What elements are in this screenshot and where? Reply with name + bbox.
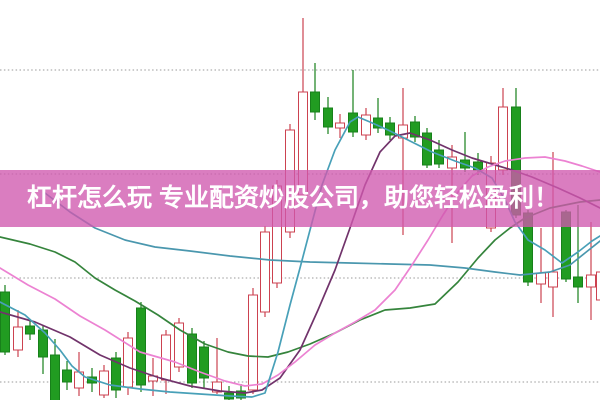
ma-blue-slow <box>44 192 600 276</box>
candle-down <box>111 352 121 398</box>
candle-up <box>123 332 133 395</box>
candle-down <box>136 302 146 392</box>
candle-down <box>224 386 234 400</box>
candle-down <box>0 285 10 355</box>
candle-up <box>161 330 171 394</box>
promo-banner[interactable]: 杠杆怎么玩 专业配资炒股公司，助您轻松盈利！ <box>0 170 600 227</box>
candle-down <box>50 339 60 400</box>
candle-down <box>25 319 35 340</box>
candle-down <box>323 97 333 134</box>
candle-down <box>410 116 420 142</box>
promo-banner-text: 杠杆怎么玩 专业配资炒股公司，助您轻松盈利！ <box>27 184 559 212</box>
candle-up <box>596 271 600 301</box>
candle-up <box>361 108 371 140</box>
candle-up <box>260 226 270 317</box>
candle-down <box>199 341 209 388</box>
candle-down <box>310 63 320 120</box>
candle-down <box>62 361 72 390</box>
candle-down <box>385 117 395 140</box>
ma-green <box>0 199 600 358</box>
candle-down <box>38 325 48 374</box>
candle-up <box>335 114 345 138</box>
candle-up <box>248 288 258 394</box>
ma-pink <box>0 156 600 387</box>
candle-down <box>348 70 358 137</box>
candle-up <box>536 228 546 303</box>
candle-up <box>586 222 596 320</box>
candle-down <box>187 328 197 388</box>
ma-purple <box>0 132 600 394</box>
